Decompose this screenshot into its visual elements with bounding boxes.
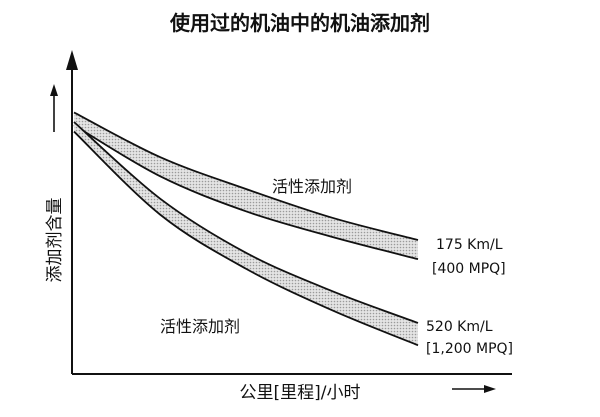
- band-1-upper-line: [73, 111, 419, 241]
- band-2-lower-line: [73, 130, 419, 347]
- y-label-arrow-icon: [50, 84, 58, 96]
- y-axis-arrow-icon: [66, 50, 78, 70]
- band-2-label: 活性添加剂: [160, 317, 240, 336]
- band-2-upper-line: [73, 121, 419, 324]
- y-axis-label: 添加剂含量: [45, 198, 65, 283]
- band-1-fill: [74, 112, 418, 260]
- chart-title: 使用过的机油中的机油添加剂: [169, 11, 430, 35]
- band-1-lower-line: [73, 124, 419, 261]
- band-1-end-label-1: 175 Km/L: [436, 237, 503, 253]
- x-axis-label: 公里[里程]/小时: [240, 383, 361, 403]
- band-1-end-label-2: [400 MPQ]: [432, 261, 506, 277]
- x-label-arrow-icon: [484, 385, 496, 393]
- band-2-fill: [74, 121, 418, 346]
- band-1-label: 活性添加剂: [272, 177, 352, 196]
- band-2-end-label-1: 520 Km/L: [426, 319, 493, 335]
- band-2-end-label-2: [1,200 MPQ]: [426, 341, 513, 357]
